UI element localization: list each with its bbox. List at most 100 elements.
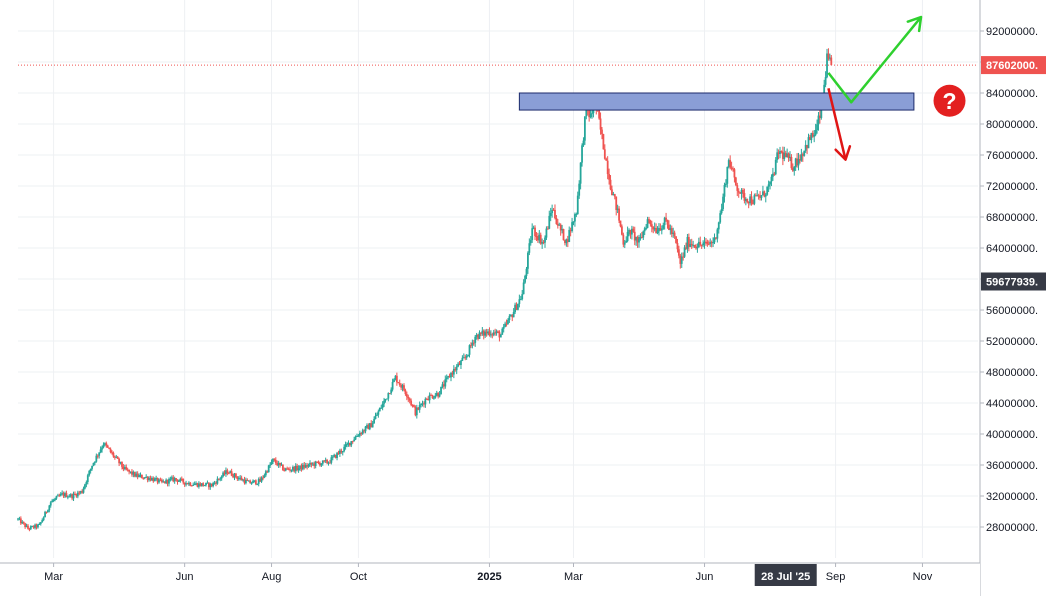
candle (485, 328, 488, 337)
candle-body (618, 208, 620, 221)
candle-body (143, 477, 146, 479)
candle-body (347, 442, 350, 444)
candle-body (99, 449, 102, 453)
candle (608, 168, 610, 185)
candle (264, 469, 267, 477)
drawings[interactable]: ? (18, 15, 978, 161)
candle-body (690, 243, 693, 246)
candle (123, 464, 126, 471)
candle-body (188, 482, 190, 485)
candle (828, 53, 831, 61)
candle-body (686, 237, 689, 249)
candle (727, 158, 730, 169)
candle-body (273, 458, 276, 460)
candle (259, 476, 262, 482)
red-arrow[interactable] (827, 88, 852, 161)
candle-body (408, 398, 411, 401)
candle (118, 457, 121, 467)
candle (136, 471, 139, 480)
candle-body (635, 237, 638, 241)
crosshair-price-tag-box (981, 272, 1046, 291)
candle (62, 491, 65, 498)
candle-body (561, 229, 563, 231)
candle (179, 477, 182, 483)
candle-body (685, 247, 687, 249)
candle (591, 109, 593, 119)
candle (732, 166, 734, 172)
candle-body (282, 464, 284, 471)
candle (343, 444, 346, 453)
candle-body (272, 458, 274, 462)
question-badge[interactable]: ? (933, 84, 966, 117)
candle (153, 477, 156, 482)
candle (142, 477, 145, 480)
candle (522, 279, 525, 295)
candle (386, 398, 388, 400)
candle-body (279, 462, 281, 465)
candle-body (393, 379, 395, 382)
candle (21, 520, 24, 525)
candle-body (546, 228, 549, 230)
candle-body (293, 466, 296, 472)
candle-body (441, 384, 444, 387)
candle (316, 461, 319, 464)
candle (697, 237, 700, 248)
price-axis[interactable]: 28000000. 32000000. 36000000. 40000000. 4400… (979, 0, 1046, 596)
last-price-tag[interactable]: 87602000. (981, 56, 1046, 75)
candle (433, 395, 435, 400)
green-arrow[interactable] (827, 15, 923, 104)
candle-body (314, 461, 317, 466)
candle (507, 318, 509, 325)
time-axis[interactable]: Mar Jun Aug Oct 2025 Mar Jun Sep Nov 28 Jul '25 (0, 562, 980, 596)
candle-body (619, 220, 622, 227)
candle (206, 480, 209, 484)
candle (739, 191, 742, 194)
candle (605, 157, 608, 161)
candle (368, 422, 371, 431)
candle-body (195, 483, 197, 485)
candle (556, 218, 559, 229)
candle-body (223, 472, 226, 475)
candle-body (736, 185, 739, 191)
candle (536, 232, 539, 243)
candle (502, 323, 505, 333)
candle-body (170, 477, 173, 479)
candle-body (300, 465, 303, 470)
candle (243, 476, 246, 485)
candle-body (59, 493, 62, 496)
candle (170, 475, 173, 481)
candle (56, 493, 59, 497)
candle-body (156, 478, 159, 483)
candle-body (415, 407, 418, 416)
candle-body (512, 312, 515, 318)
crosshair-date-tag[interactable]: 28 Jul '25 (754, 564, 817, 586)
candle (575, 212, 578, 218)
candle-body (571, 222, 573, 232)
candle-body (149, 477, 152, 481)
candle (193, 481, 196, 486)
candle (217, 478, 220, 481)
candle-body (56, 495, 59, 497)
candle-body (574, 214, 576, 222)
candle-body (176, 479, 179, 482)
candle-body (724, 183, 727, 185)
candle (270, 459, 273, 466)
candle (159, 477, 162, 482)
candle-body (91, 465, 93, 469)
candle (465, 353, 468, 360)
candle (480, 332, 482, 337)
crosshair-price-tag[interactable]: 59677939. (981, 272, 1046, 291)
candle-body (475, 334, 478, 337)
candle-body (397, 382, 400, 384)
resistance-zone[interactable] (518, 92, 915, 111)
candle-body (423, 403, 425, 405)
candle (425, 397, 428, 400)
candle (18, 516, 21, 521)
candle (348, 442, 351, 447)
candle (138, 473, 140, 478)
candle (66, 495, 69, 500)
candle (558, 222, 561, 226)
candle (800, 148, 803, 162)
candle (628, 228, 630, 237)
